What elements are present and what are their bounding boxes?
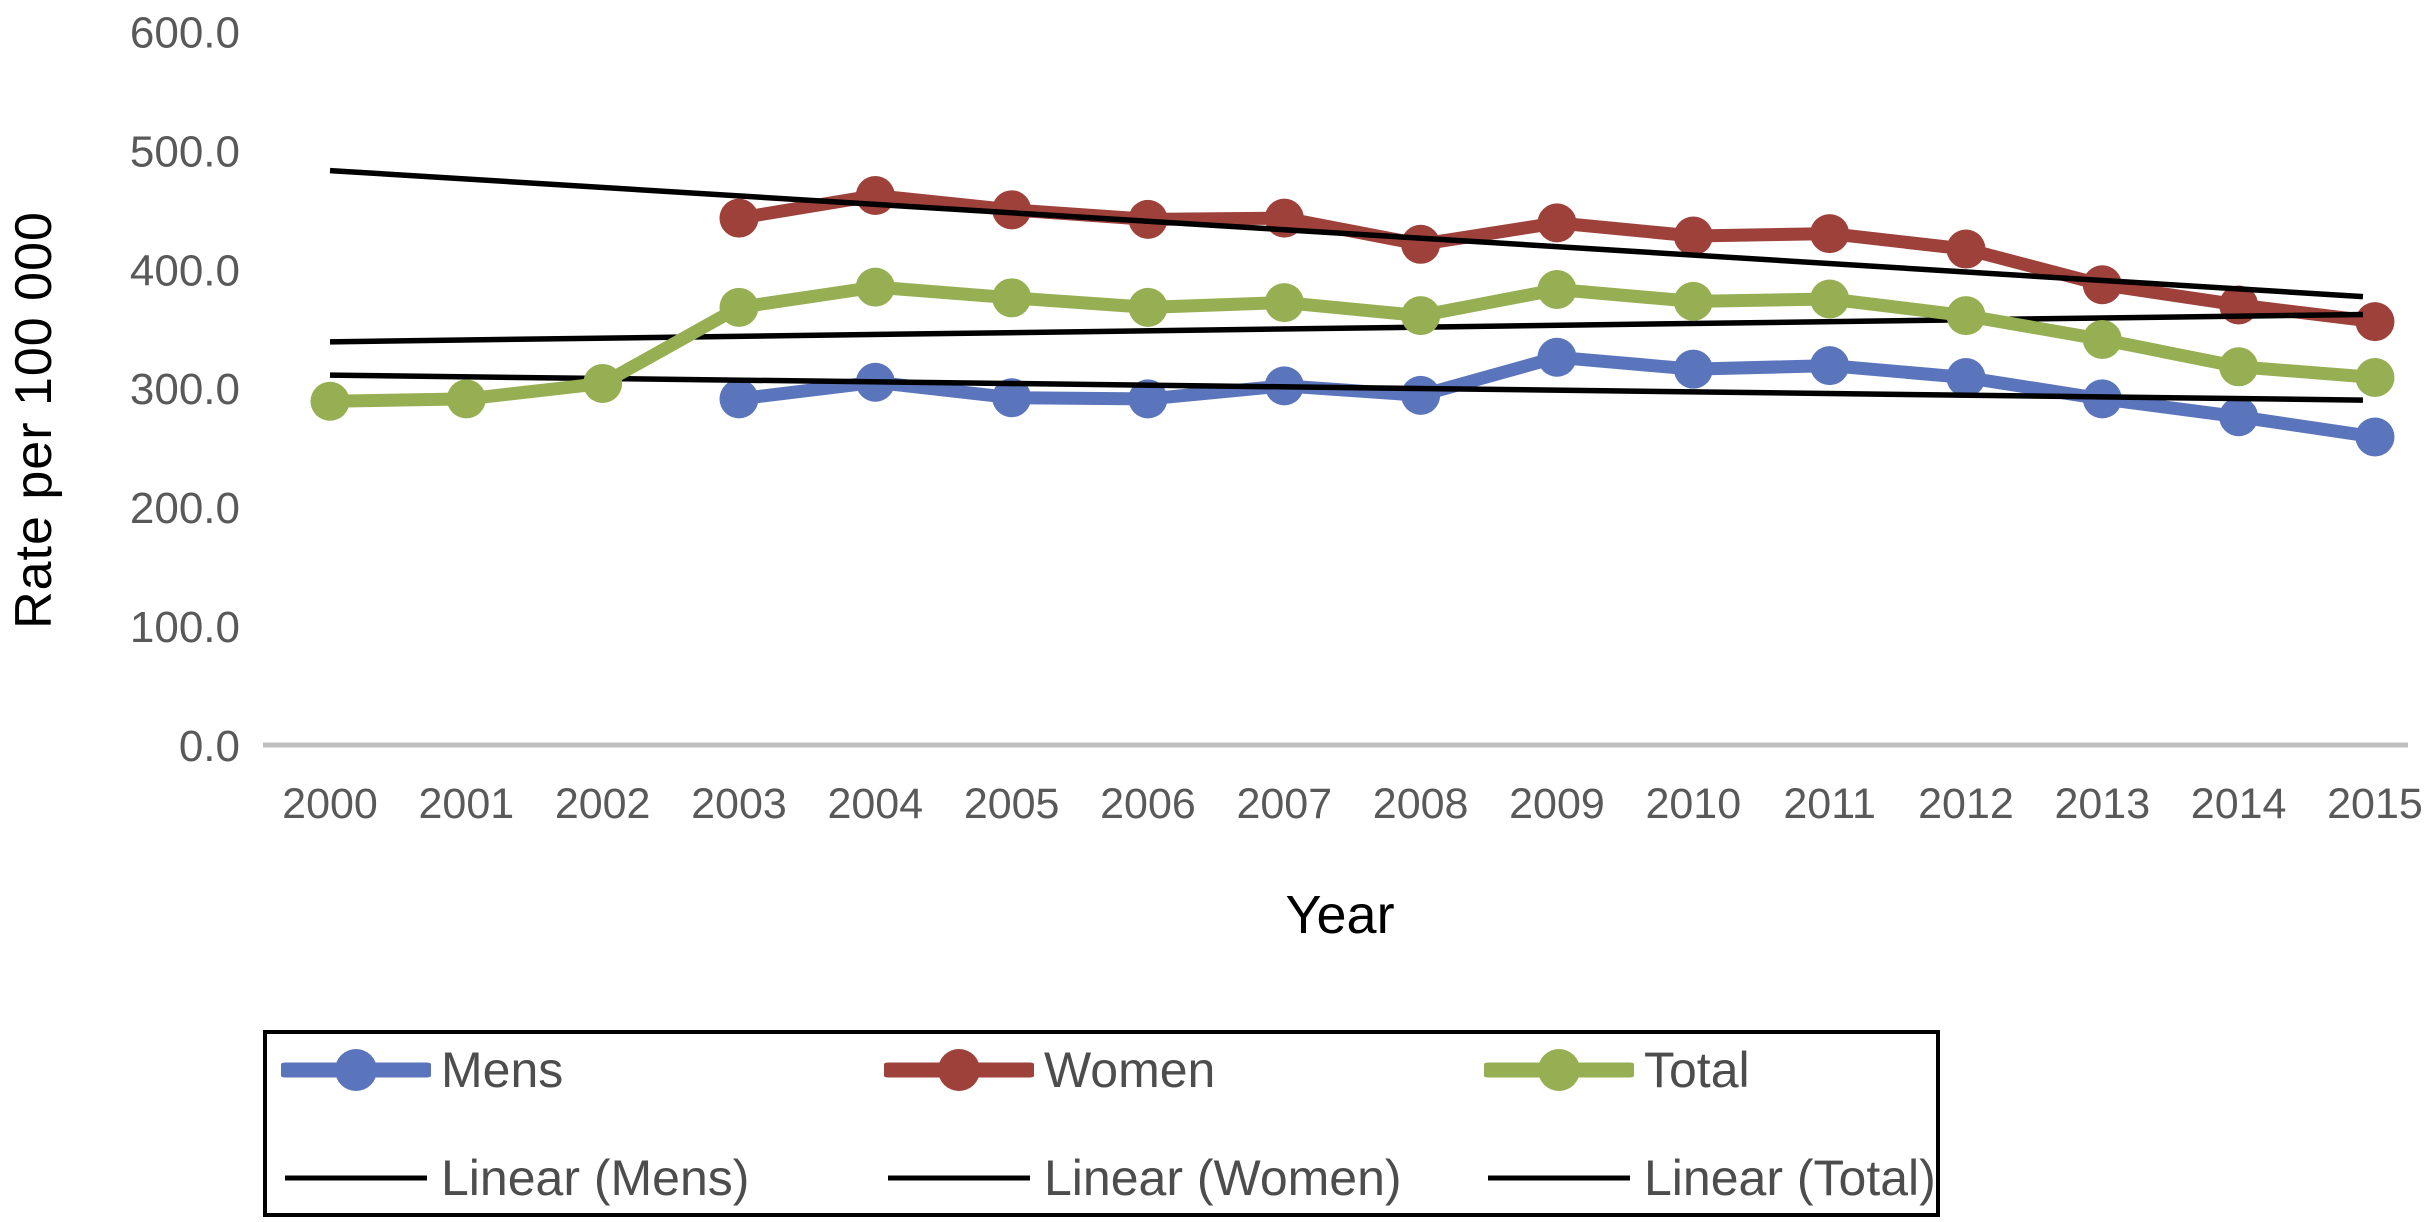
x-tick-label: 2001 [418,780,514,828]
data-point-women [1946,229,1986,269]
data-point-total [855,267,895,307]
data-point-women [855,176,895,216]
x-tick-label: 2000 [282,780,378,828]
trendline-linear-mens [329,372,2363,403]
data-point-total [446,379,486,419]
data-point-mens [2219,397,2259,437]
data-point-women [2082,265,2122,305]
data-point-total [1673,281,1713,321]
total-series-swatch-icon [1484,1049,1634,1091]
legend-item-linear-mens: Linear (Mens) [281,1146,884,1210]
y-tick-label: 100.0 [130,603,240,652]
chart-legend: Mens Women Total Linear (Mens) [263,1030,1940,1217]
data-point-women [992,190,1032,230]
legend-item-mens: Mens [281,1038,884,1102]
data-point-total [1264,283,1304,323]
data-point-total [2355,358,2395,398]
linear-mens-swatch-icon [285,1175,427,1181]
y-axis-title: Rate per 100 000 [5,211,63,629]
data-point-total [2082,319,2122,359]
x-tick-label: 2008 [1373,780,1469,828]
data-point-total [1128,287,1168,327]
x-tick-label: 2015 [2327,780,2423,828]
x-tick-label: 2013 [2054,780,2150,828]
y-tick-label: 0.0 [179,722,240,771]
data-point-mens [1946,358,1986,398]
x-tick-label: 2007 [1236,780,1332,828]
y-tick-label: 600.0 [130,8,240,57]
legend-label-linear-mens: Linear (Mens) [441,1150,750,1206]
legend-item-linear-women: Linear (Women) [884,1146,1484,1210]
y-tick-label: 200.0 [130,484,240,533]
linear-total-swatch-icon [1488,1175,1630,1181]
data-point-mens [1128,379,1168,419]
legend-label-linear-women: Linear (Women) [1044,1150,1402,1206]
data-point-total [1810,279,1850,319]
x-tick-label: 2003 [691,780,787,828]
series-line-total [323,280,2382,408]
data-point-total [1537,269,1577,309]
data-point-women [1537,203,1577,243]
data-point-total [583,363,623,403]
legend-label-women: Women [1044,1042,1216,1098]
legend-label-total: Total [1644,1042,1750,1098]
legend-label-linear-total: Linear (Total) [1644,1150,1936,1206]
x-tick-label: 2014 [2191,780,2287,828]
data-point-total [310,381,350,421]
data-point-total [1401,296,1441,336]
legend-item-women: Women [884,1038,1484,1102]
data-point-mens [992,378,1032,418]
data-point-mens [1673,349,1713,389]
data-point-total [719,287,759,327]
legend-label-mens: Mens [441,1042,564,1098]
data-point-mens [1537,337,1577,377]
mens-series-swatch-icon [281,1049,431,1091]
y-tick-label: 300.0 [130,365,240,414]
x-tick-label: 2006 [1100,780,1196,828]
data-point-mens [2355,417,2395,457]
data-point-women [1810,214,1850,254]
x-tick-label: 2009 [1509,780,1605,828]
y-tick-label: 400.0 [130,246,240,295]
data-point-women [2355,302,2395,342]
data-point-total [1946,296,1986,336]
trendline-linear-total [329,311,2363,345]
data-point-women [1673,216,1713,256]
data-point-mens [1401,375,1441,415]
linear-women-swatch-icon [888,1175,1030,1181]
y-tick-label: 500.0 [130,127,240,176]
data-point-mens [1810,346,1850,386]
data-point-women [719,198,759,238]
legend-item-total: Total [1484,1038,1936,1102]
data-point-women [1401,224,1441,264]
data-point-total [2219,347,2259,387]
legend-item-linear-total: Linear (Total) [1484,1146,1936,1210]
data-point-mens [719,379,759,419]
x-axis-title: Year [1285,885,1395,945]
x-tick-label: 2011 [1783,780,1875,828]
women-series-swatch-icon [884,1049,1034,1091]
trendline-linear-women [329,167,2364,300]
data-point-total [992,278,1032,318]
x-tick-label: 2010 [1645,780,1741,828]
x-tick-label: 2002 [555,780,651,828]
x-tick-label: 2005 [964,780,1060,828]
x-tick-label: 2012 [1918,780,2014,828]
x-tick-label: 2004 [827,780,923,828]
